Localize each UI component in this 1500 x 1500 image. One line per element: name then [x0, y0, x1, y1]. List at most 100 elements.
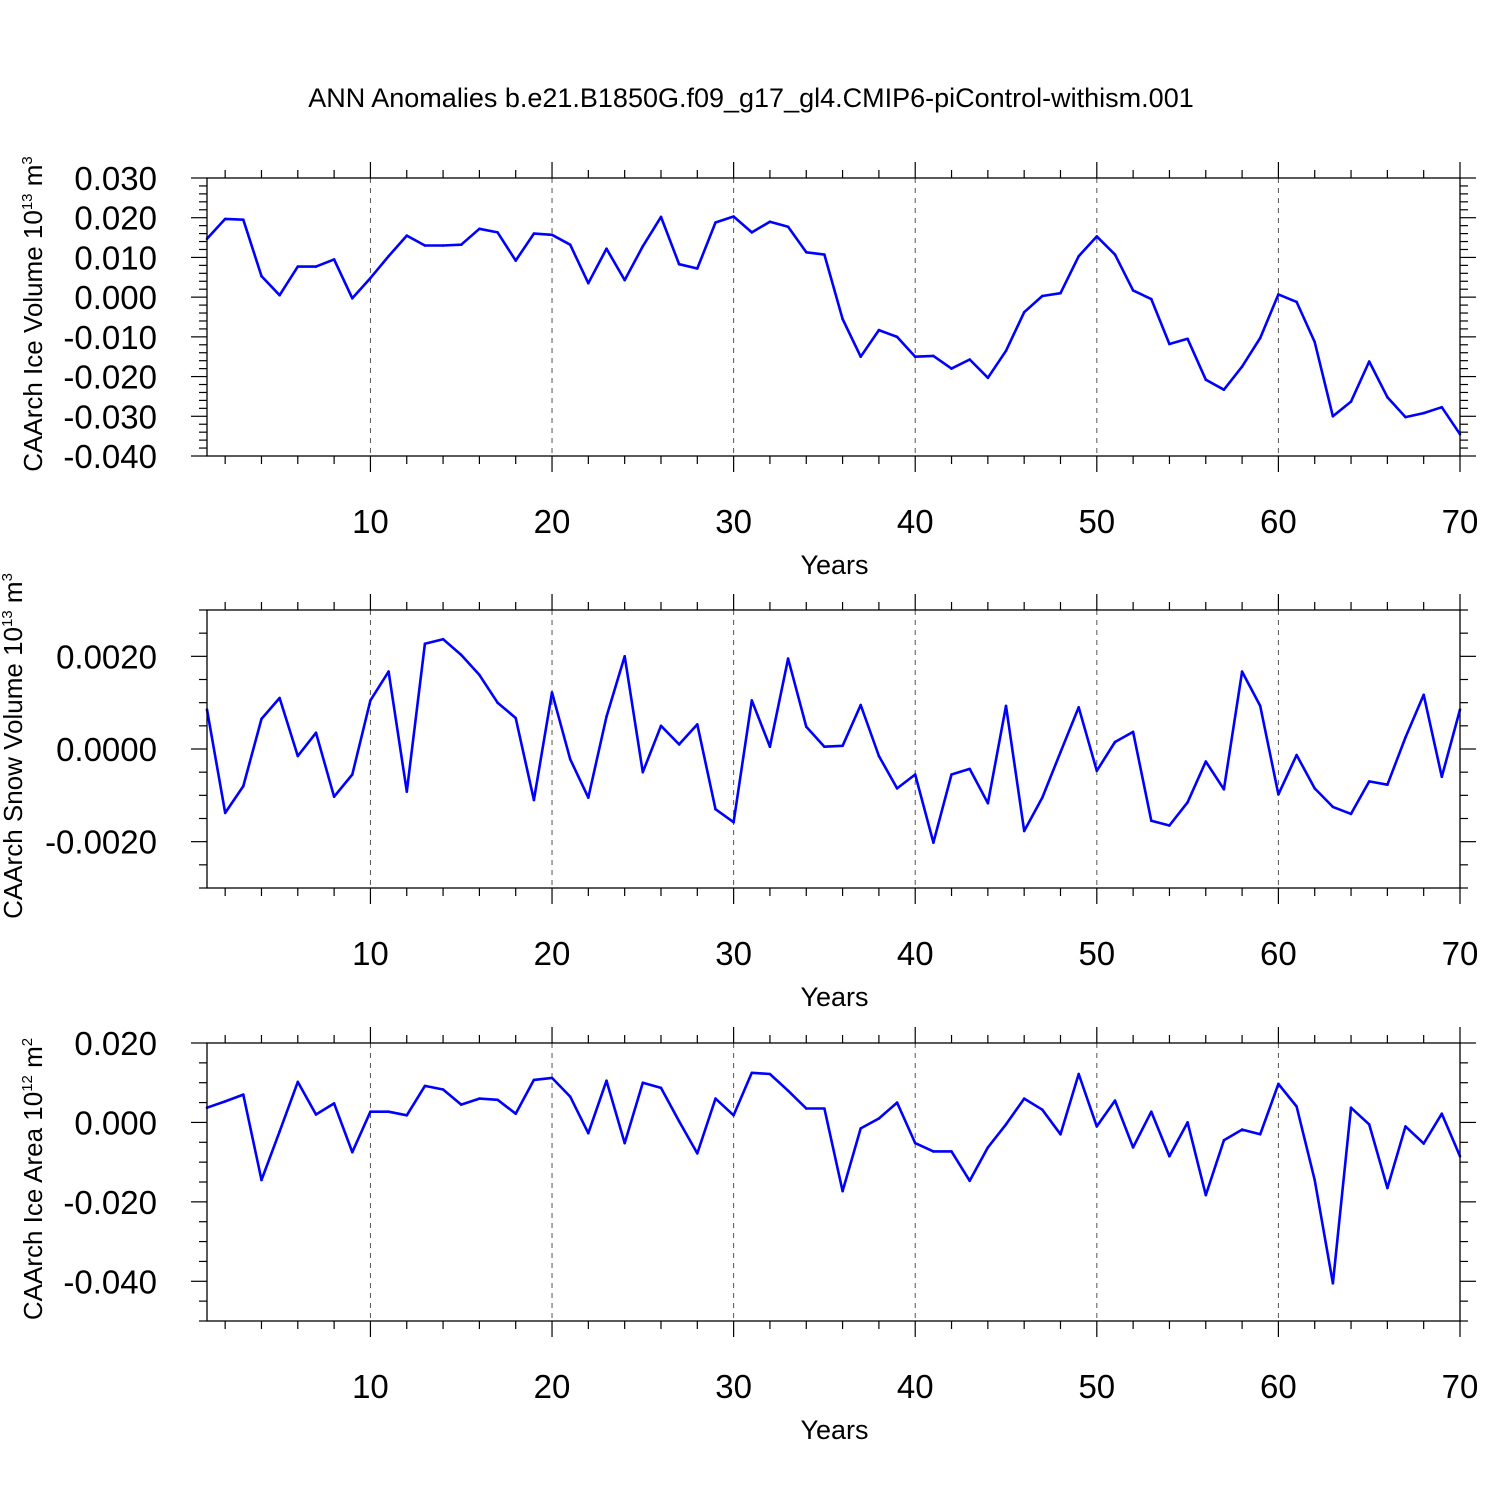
ice-area-series-line	[206, 1071, 1462, 1285]
data-point	[1440, 775, 1444, 779]
y-tick-label: 0.000	[74, 1104, 157, 1141]
data-point	[805, 725, 808, 729]
data-point	[932, 354, 935, 358]
data-point	[750, 231, 754, 234]
x-axis-title: Years	[800, 550, 868, 580]
data-point	[932, 841, 935, 844]
data-point	[1095, 1125, 1099, 1128]
data-point	[314, 265, 318, 268]
data-point	[1277, 293, 1280, 296]
data-point	[1022, 310, 1026, 314]
y-tick-label: -0.040	[63, 1263, 157, 1300]
data-point	[369, 699, 372, 702]
x-tick-label: 20	[534, 503, 571, 540]
y-tick-label: 0.010	[74, 239, 157, 276]
data-point	[441, 244, 445, 247]
y-tick-labels: -0.040 -0.020 0.000 0.020	[63, 1025, 157, 1300]
x-tick-label: 70	[1442, 1368, 1479, 1405]
x-tick-label: 10	[352, 1368, 389, 1405]
data-point	[1422, 411, 1425, 415]
data-point	[1059, 291, 1062, 295]
data-point	[986, 1146, 990, 1149]
x-tick-labels: 10 20 30 40 50 60 70	[352, 1368, 1478, 1405]
data-point	[895, 335, 899, 339]
y-axis-title-unit-exponent: 3	[19, 156, 36, 164]
data-point	[677, 743, 681, 746]
y-axis-title-exponent: 12	[19, 1075, 36, 1092]
data-point	[1386, 1186, 1389, 1190]
data-point	[278, 293, 281, 297]
data-point	[623, 278, 626, 282]
data-point	[441, 1088, 445, 1091]
data-point	[913, 1141, 917, 1145]
data-point	[859, 355, 862, 359]
data-point	[1386, 395, 1389, 399]
data-point	[1131, 289, 1135, 292]
data-point	[1349, 400, 1353, 403]
data-point	[714, 807, 717, 811]
x-tick-label: 40	[897, 503, 934, 540]
data-point	[714, 221, 717, 224]
y-tick-label: -0.020	[63, 1184, 157, 1221]
data-point	[314, 731, 318, 735]
data-point	[986, 376, 990, 380]
x-tick-label: 60	[1260, 935, 1297, 972]
y-tick-label: 0.0020	[56, 638, 157, 675]
data-point	[659, 215, 663, 219]
data-point	[1277, 793, 1280, 796]
data-point	[1041, 1108, 1044, 1111]
x-tick-label: 60	[1260, 1368, 1297, 1405]
y-tick-label: -0.020	[63, 359, 157, 396]
x-tick-label: 30	[715, 935, 752, 972]
data-point	[623, 1141, 626, 1145]
data-point	[423, 1084, 427, 1088]
x-grid-lines	[369, 610, 1279, 888]
data-point	[459, 1103, 463, 1106]
y-tick-label: 0.030	[74, 160, 157, 197]
data-point	[223, 811, 227, 815]
y-minor-ticks	[199, 609, 1468, 889]
data-point	[859, 703, 862, 707]
data-point	[587, 796, 590, 799]
data-point	[369, 1110, 372, 1113]
data-point	[1204, 760, 1208, 763]
data-point	[1113, 253, 1117, 256]
data-point	[768, 220, 772, 223]
data-point	[332, 1102, 336, 1105]
data-point	[805, 251, 808, 254]
x-tick-labels: 10 20 30 40 50 60 70	[352, 503, 1478, 540]
plot-frame	[206, 609, 1461, 889]
data-point	[1240, 365, 1244, 368]
data-point	[387, 254, 390, 258]
y-axis-title: CAArch Ice Volume 1013 m3	[18, 156, 48, 472]
data-point	[1386, 783, 1389, 786]
data-point	[786, 225, 790, 229]
data-point	[1004, 704, 1008, 708]
data-point	[1367, 1123, 1371, 1126]
data-point	[1295, 1105, 1298, 1108]
plot-frame	[206, 177, 1461, 457]
data-point	[1422, 693, 1425, 697]
plot-frame	[206, 1042, 1461, 1322]
data-point	[841, 1189, 844, 1193]
data-point	[405, 1114, 409, 1117]
data-point	[968, 1179, 971, 1183]
data-point	[696, 723, 699, 726]
data-point	[532, 798, 536, 802]
panel-ice-volume: -0.040-0.030-0.020-0.0100.0000.0100.0200…	[18, 156, 1478, 580]
data-point	[786, 657, 790, 660]
x-tick-label: 10	[352, 935, 389, 972]
data-point	[260, 274, 263, 278]
data-point	[532, 232, 536, 235]
y-tick-label: 0.0000	[56, 731, 157, 768]
data-point	[1222, 1139, 1226, 1142]
data-point	[768, 1072, 772, 1076]
y-axis-title-unit: m	[0, 581, 28, 610]
data-point	[1349, 812, 1353, 816]
data-point	[1041, 796, 1044, 799]
data-point	[1168, 342, 1171, 346]
data-point	[677, 262, 681, 266]
data-point	[786, 1089, 790, 1092]
data-point	[351, 297, 354, 300]
